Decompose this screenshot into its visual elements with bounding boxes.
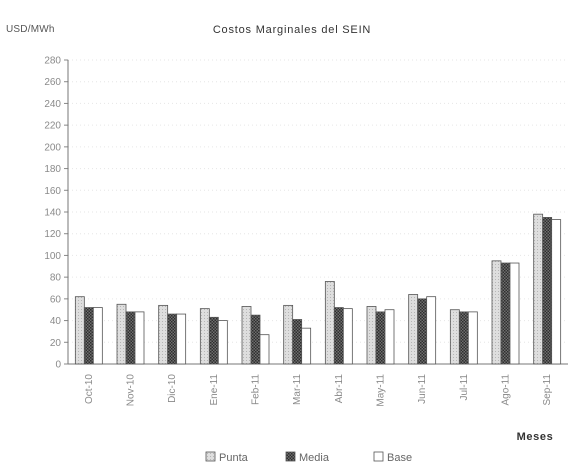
- y-tick-label: 60: [50, 294, 62, 305]
- grid-lines: [68, 59, 568, 343]
- bar-media: [333, 307, 344, 365]
- bar-media: [375, 311, 386, 365]
- bar-base: [92, 307, 103, 365]
- x-tick-label: Ago-11: [501, 374, 512, 406]
- bars: [74, 213, 562, 365]
- bar-punta: [491, 260, 502, 365]
- y-axis-unit-label: USD/MWh: [6, 24, 55, 35]
- bar-media: [500, 262, 511, 365]
- bar-base: [509, 262, 520, 365]
- y-tick-labels: 0 20 40 60 80 100 120 140 160 180 200 220 240 260 280: [44, 56, 61, 371]
- bar-base: [301, 327, 312, 365]
- x-tick-labels: Oct-10 Nov-10 Dic-10 Ene-11 Feb-11 Mar-11 Abr-…: [84, 374, 553, 407]
- bar-punta: [366, 306, 377, 365]
- bar-punta: [116, 303, 127, 365]
- x-tick-label: Dic-10: [167, 374, 178, 403]
- legend-swatch: [373, 451, 384, 462]
- bar-media: [125, 311, 136, 365]
- legend-swatch: [285, 451, 296, 462]
- legend-item-punta: Punta: [205, 451, 249, 464]
- bar-base: [467, 311, 478, 365]
- bar-base: [176, 313, 187, 365]
- legend-item-base: Base: [373, 451, 412, 464]
- bar-media: [542, 217, 553, 365]
- x-tick-label: Jul-11: [459, 374, 470, 401]
- x-axis-label: Meses: [517, 431, 554, 443]
- bar-punta: [199, 308, 210, 365]
- bar-media: [292, 319, 303, 365]
- bar-punta: [533, 213, 544, 365]
- legend-label: Punta: [219, 452, 249, 464]
- y-tick-label: 280: [44, 56, 61, 67]
- y-tick-label: 260: [44, 77, 61, 88]
- bar-base: [342, 308, 353, 365]
- bar-media: [83, 307, 94, 365]
- y-tick-label: 140: [44, 208, 61, 219]
- legend-label: Base: [387, 452, 412, 464]
- axes: [64, 59, 568, 365]
- x-tick-label: Nov-10: [126, 374, 137, 407]
- bar-base: [134, 311, 145, 365]
- y-tick-label: 0: [55, 360, 61, 371]
- y-tick-label: 20: [50, 338, 62, 349]
- y-tick-label: 100: [44, 251, 61, 262]
- y-tick-label: 200: [44, 142, 61, 153]
- y-tick-label: 160: [44, 186, 61, 197]
- bar-base: [217, 320, 228, 365]
- y-tick-label: 220: [44, 121, 61, 132]
- bar-media: [250, 314, 261, 365]
- bar-punta: [283, 304, 294, 365]
- bar-base: [426, 296, 437, 365]
- legend: Punta Media Base: [205, 451, 412, 464]
- x-tick-label: May-11: [376, 374, 387, 407]
- y-tick-label: 240: [44, 99, 61, 110]
- bar-punta: [324, 281, 335, 365]
- bar-media: [458, 311, 469, 365]
- legend-item-media: Media: [285, 451, 330, 464]
- x-tick-label: Mar-11: [292, 374, 303, 405]
- x-tick-label: Sep-11: [542, 374, 553, 406]
- chart-title: Costos Marginales del SEIN: [213, 24, 371, 36]
- bar-punta: [74, 296, 85, 365]
- legend-swatch: [205, 451, 216, 462]
- x-tick-label: Feb-11: [251, 374, 262, 405]
- x-tick-label: Jun-11: [417, 374, 428, 404]
- bar-punta: [241, 306, 252, 365]
- bar-base: [259, 334, 270, 365]
- bar-base: [551, 219, 562, 365]
- bar-media: [417, 298, 428, 365]
- y-tick-label: 40: [50, 316, 62, 327]
- y-tick-label: 180: [44, 164, 61, 175]
- y-tick-label: 80: [50, 273, 62, 284]
- bar-media: [208, 316, 219, 365]
- y-tick-label: 120: [44, 229, 61, 240]
- bar-punta: [158, 304, 169, 365]
- x-tick-label: Ene-11: [209, 374, 220, 406]
- legend-label: Media: [299, 452, 330, 464]
- x-tick-label: Abr-11: [334, 374, 345, 404]
- x-tick-label: Oct-10: [84, 374, 95, 404]
- bar-punta: [449, 309, 460, 365]
- bar-punta: [408, 294, 419, 365]
- bar-base: [384, 309, 395, 365]
- bar-media: [167, 313, 178, 365]
